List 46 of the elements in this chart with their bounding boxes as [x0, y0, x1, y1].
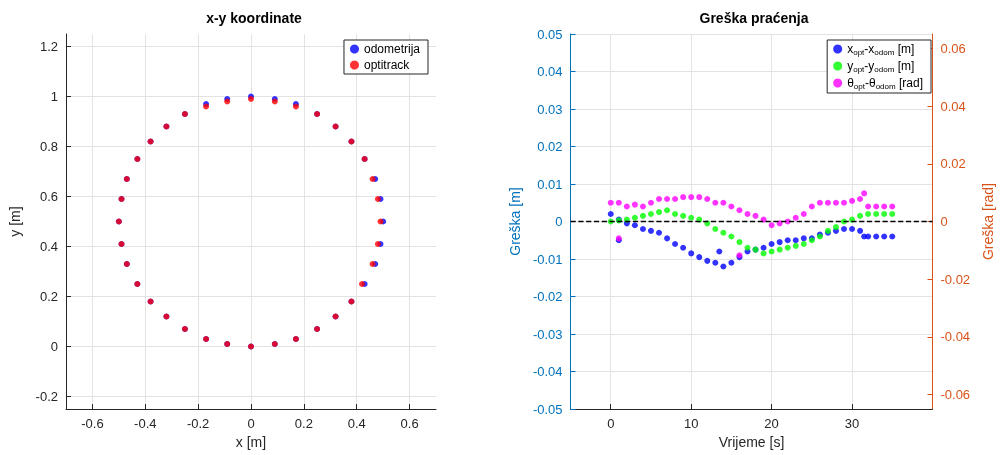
x-tick-label: 0.6	[400, 416, 419, 431]
y-tick-label: 0.05	[537, 26, 563, 42]
x-tick-label: 10	[683, 416, 699, 431]
y-tick-label: -0.04	[532, 364, 563, 379]
y2-tick-label: 0	[940, 214, 948, 229]
y2-tick-label: -0.06	[940, 387, 971, 403]
legend-label: odometrija	[363, 42, 421, 56]
x-tick-label: 0.4	[347, 416, 366, 431]
y2-tick-label: -0.04	[940, 329, 971, 345]
y2-axis-title: Greška [rad]	[980, 182, 996, 261]
y-tick-label: -0.2	[35, 389, 58, 404]
x-tick-label: 30	[844, 416, 860, 431]
x-tick-label: 0	[607, 416, 615, 431]
y-tick-label: 0	[555, 214, 563, 229]
y-tick-label: 0.2	[39, 289, 58, 304]
y-tick-label: 0.02	[537, 139, 563, 154]
y-axis-title: Greška [m]	[507, 187, 523, 256]
y-tick-label: -0.02	[532, 289, 563, 304]
y-tick-label: 0	[50, 339, 58, 354]
chart-title: x-y koordinate	[206, 10, 303, 26]
legend-label: optitrack	[363, 58, 411, 72]
y-tick-label: 0.03	[537, 101, 563, 117]
x-tick-label: -0.4	[134, 416, 157, 431]
x-axis-title: x [m]	[235, 434, 267, 450]
y2-tick-label: 0.06	[940, 40, 966, 56]
y-tick-label: 0.04	[537, 64, 563, 79]
y-tick-label: 1	[50, 89, 58, 104]
y-tick-label: -0.03	[532, 326, 563, 342]
y2-tick-label: -0.02	[940, 271, 971, 287]
y-tick-label: 0.6	[39, 189, 58, 204]
chart-title: Greška praćenja	[699, 10, 809, 26]
y-axis-title: y [m]	[7, 206, 23, 237]
y2-tick-label: 0.02	[940, 156, 966, 172]
x-axis-title: Vrijeme [s]	[718, 434, 785, 450]
y-tick-label: 1.2	[39, 39, 58, 54]
y2-tick-label: 0.04	[940, 98, 966, 114]
y-tick-label: -0.01	[532, 251, 563, 267]
x-tick-label: 0.2	[294, 416, 313, 431]
y-tick-label: -0.05	[532, 401, 563, 417]
x-tick-label: -0.2	[186, 416, 210, 431]
y-tick-label: 0.4	[39, 239, 58, 254]
x-tick-label: 0	[247, 416, 255, 431]
y-tick-label: 0.8	[39, 139, 58, 154]
y-tick-label: 0.01	[537, 176, 563, 192]
x-tick-label: 20	[764, 416, 779, 431]
x-tick-label: -0.6	[81, 416, 104, 431]
